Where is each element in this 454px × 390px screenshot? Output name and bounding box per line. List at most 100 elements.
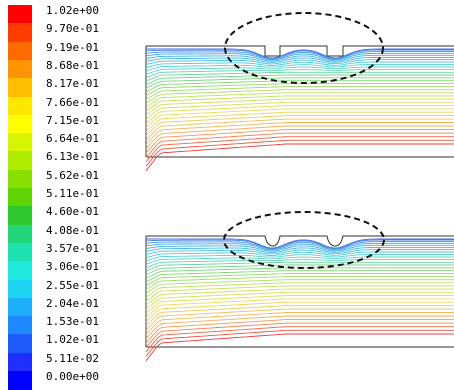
- legend-label: 4.60e-01: [46, 205, 99, 219]
- contour-line: [145, 246, 454, 253]
- legend-label: 7.15e-01: [46, 113, 99, 127]
- legend-swatch: [8, 334, 32, 354]
- legend-label: 5.11e-02: [46, 351, 99, 365]
- legend-label: 6.64e-01: [46, 132, 99, 146]
- legend-label: 8.68e-01: [46, 58, 99, 72]
- legend-swatch: [8, 352, 32, 372]
- legend-label: 3.06e-01: [46, 260, 99, 274]
- legend-label: 9.19e-01: [46, 40, 99, 54]
- legend-label: 2.04e-01: [46, 296, 99, 310]
- contour-line: [145, 276, 454, 290]
- contour-line: [145, 122, 454, 145]
- groove-highlight-ellipse: [223, 211, 385, 269]
- contour-line: [145, 315, 454, 340]
- contour-line: [145, 69, 454, 79]
- legend-label: 3.57e-01: [46, 241, 99, 255]
- legend-label: 1.02e-01: [46, 333, 99, 347]
- contour-line: [145, 295, 454, 314]
- contour-line: [146, 48, 454, 59]
- contour-line: [145, 333, 454, 362]
- contour-line: [145, 132, 454, 158]
- contour-line: [145, 89, 454, 104]
- panel-surface-outline: [146, 235, 454, 247]
- legend-label: 1.02e+00: [46, 4, 99, 17]
- legend-label: 7.66e-01: [46, 95, 99, 109]
- legend-swatch: [8, 41, 32, 61]
- contour-line: [145, 312, 454, 335]
- legend-swatch: [8, 151, 32, 171]
- contour-line: [145, 291, 454, 310]
- contour-line: [145, 108, 454, 128]
- legend-swatch: [8, 316, 32, 336]
- contour-line: [145, 66, 454, 75]
- contour-line: [145, 139, 454, 167]
- contour-line: [145, 101, 454, 120]
- legend-swatch: [8, 242, 32, 262]
- contour-line: [145, 71, 454, 82]
- contour-line: [145, 273, 454, 287]
- legend-swatch: [8, 279, 32, 299]
- contour-line: [146, 238, 454, 249]
- contour-line: [145, 105, 454, 124]
- contour-line: [145, 282, 454, 298]
- groove-highlight-ellipse: [224, 12, 384, 84]
- contour-line: [145, 249, 454, 255]
- legend-swatch: [8, 23, 32, 43]
- contour-line: [145, 288, 454, 306]
- contour-line: [145, 239, 454, 249]
- contour-line: [145, 115, 454, 137]
- legend-label: 5.11e-01: [46, 187, 99, 200]
- legend-label: 8.17e-01: [46, 77, 99, 91]
- legend-swatch: [8, 114, 32, 134]
- contour-line: [145, 59, 454, 65]
- legend-swatch: [8, 59, 32, 79]
- contour-line: [145, 54, 454, 62]
- legend-label: 4.08e-01: [46, 223, 99, 237]
- color-legend: 1.02e+00 9.70e-01 9.19e-01 8.68e-01 8.17e-01…: [0, 0, 140, 390]
- contour-line: [145, 298, 454, 318]
- contour-line: [145, 80, 454, 93]
- top-contour-panel: [145, 12, 454, 172]
- legend-label: 2.55e-01: [46, 278, 99, 292]
- contour-line: [145, 129, 454, 154]
- contour-line: [145, 143, 454, 172]
- contour-line: [145, 51, 454, 60]
- contour-line: [145, 92, 454, 108]
- contour-line: [145, 83, 454, 97]
- legend-swatch: [8, 169, 32, 189]
- contour-line: [145, 305, 454, 327]
- legend-swatch: [8, 261, 32, 281]
- legend-swatch: [8, 371, 32, 390]
- contour-line: [145, 322, 454, 348]
- contour-line: [145, 244, 454, 252]
- legend-swatch: [8, 5, 32, 24]
- contour-line: [145, 136, 454, 163]
- contour-line: [145, 259, 454, 269]
- contour-line: [145, 301, 454, 323]
- bottom-contour-panel: [145, 211, 454, 362]
- contour-line: [145, 95, 454, 112]
- contour-line: [145, 74, 454, 86]
- contour-line: [145, 251, 454, 259]
- contour-line: [145, 279, 454, 294]
- contour-line: [145, 49, 454, 59]
- legend-swatch: [8, 224, 32, 244]
- contour-line: [145, 253, 454, 262]
- contour-line: [145, 56, 454, 63]
- contour-line: [145, 261, 454, 272]
- legend-label: 5.62e-01: [46, 168, 99, 182]
- contour-line: [145, 329, 454, 357]
- contour-line: [145, 111, 454, 133]
- contour-line: [145, 61, 454, 69]
- legend-swatch: [8, 297, 32, 317]
- legend-swatch: [8, 206, 32, 226]
- legend-label: 9.70e-01: [46, 22, 99, 36]
- panel-surface-outline: [146, 45, 454, 57]
- contour-line: [145, 326, 454, 353]
- legend-swatch: [8, 133, 32, 153]
- contour-line: [145, 86, 454, 100]
- contour-line: [145, 308, 454, 331]
- contour-line: [145, 63, 454, 72]
- contour-line: [145, 319, 454, 344]
- contour-line: [145, 256, 454, 265]
